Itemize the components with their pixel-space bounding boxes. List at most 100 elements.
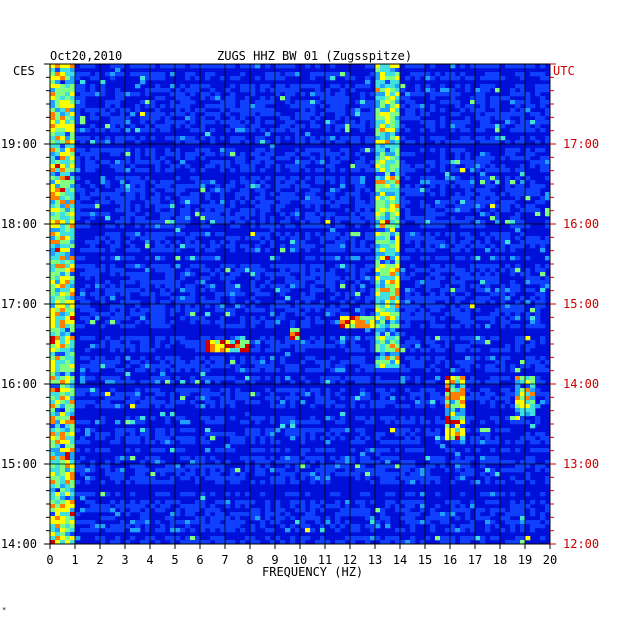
heatmap-cell [335,276,341,281]
heatmap-cell [510,288,516,293]
heatmap-cell [355,224,361,229]
heatmap-cell [50,92,56,97]
heatmap-cell [385,232,391,237]
heatmap-cell [245,248,251,253]
heatmap-cell [95,108,101,113]
heatmap-cell [400,432,406,437]
heatmap-cell [225,148,231,153]
heatmap-cell [505,220,511,225]
heatmap-cell [385,320,391,325]
heatmap-cell [295,188,301,193]
heatmap-cell [70,96,76,101]
heatmap-cell [425,268,431,273]
heatmap-cell [50,388,56,393]
heatmap-cell [165,184,171,189]
heatmap-cell [395,84,401,89]
heatmap-cell [70,404,76,409]
heatmap-cell [60,448,66,453]
heatmap-cell [70,432,76,437]
heatmap-cell [85,272,91,277]
heatmap-cell [300,244,306,249]
heatmap-cell [445,176,451,181]
heatmap-cell [70,388,76,393]
heatmap-cell [120,396,126,401]
heatmap-cell [475,284,481,289]
heatmap-cell [380,264,386,269]
heatmap-cell [400,256,406,261]
heatmap-cell [430,392,436,397]
heatmap-cell [210,344,216,349]
heatmap-cell [505,120,511,125]
heatmap-cell [245,96,251,101]
heatmap-cell [70,256,76,261]
heatmap-cell [415,116,421,121]
heatmap-cell [405,224,411,229]
heatmap-cell [370,236,376,241]
heatmap-cell [90,140,96,145]
heatmap-cell [65,120,71,125]
heatmap-cell [260,308,266,313]
heatmap-cell [230,360,236,365]
heatmap-cell [280,288,286,293]
heatmap-cell [130,400,136,405]
heatmap-cell [500,364,506,369]
heatmap-cell [55,176,61,181]
heatmap-cell [110,288,116,293]
heatmap-cell [390,228,396,233]
heatmap-cell [405,404,411,409]
heatmap-cell [360,200,366,205]
heatmap-cell [460,360,466,365]
heatmap-cell [475,92,481,97]
heatmap-cell [50,320,56,325]
heatmap-cell [240,348,246,353]
heatmap-cell [270,364,276,369]
heatmap-cell [335,368,341,373]
heatmap-cell [435,244,441,249]
heatmap-cell [410,72,416,77]
heatmap-cell [55,400,61,405]
heatmap-cell [165,64,171,69]
heatmap-cell [100,420,106,425]
heatmap-cell [420,200,426,205]
heatmap-cell [415,240,421,245]
heatmap-cell [235,288,241,293]
heatmap-cell [230,340,236,345]
heatmap-cell [105,192,111,197]
heatmap-cell [125,448,131,453]
heatmap-cell [530,316,536,321]
heatmap-cell [415,304,421,309]
heatmap-cell [385,360,391,365]
heatmap-cell [190,288,196,293]
heatmap-cell [100,88,106,93]
heatmap-cell [330,428,336,433]
heatmap-cell [450,268,456,273]
heatmap-cell [290,404,296,409]
heatmap-cell [460,136,466,141]
heatmap-cell [120,108,126,113]
heatmap-cell [245,340,251,345]
heatmap-cell [375,348,381,353]
heatmap-cell [345,196,351,201]
heatmap-cell [265,84,271,89]
heatmap-cell [250,268,256,273]
heatmap-cell [535,280,541,285]
heatmap-cell [375,452,381,457]
heatmap-cell [175,104,181,109]
heatmap-cell [270,304,276,309]
heatmap-cell [390,88,396,93]
heatmap-cell [115,68,121,73]
heatmap-cell [85,204,91,209]
heatmap-cell [450,88,456,93]
heatmap-cell [60,244,66,249]
heatmap-cell [130,136,136,141]
heatmap-cell [70,148,76,153]
heatmap-cell [165,436,171,441]
heatmap-cell [255,344,261,349]
heatmap-cell [390,284,396,289]
heatmap-cell [200,340,206,345]
heatmap-cell [350,136,356,141]
heatmap-cell [380,152,386,157]
heatmap-cell [235,76,241,81]
heatmap-cell [230,116,236,121]
heatmap-cell [200,96,206,101]
